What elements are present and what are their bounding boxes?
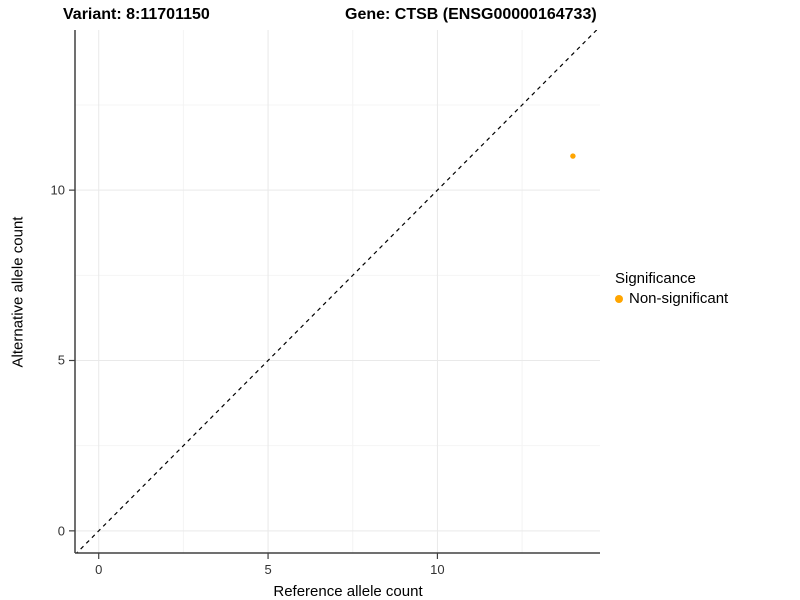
data-point — [570, 153, 576, 159]
x-tick-label: 5 — [264, 562, 272, 577]
legend-entry-label: Non-significant — [629, 290, 729, 307]
x-tick-label: 10 — [430, 562, 445, 577]
identity-line — [75, 30, 598, 553]
y-tick-label: 10 — [50, 182, 65, 198]
y-tick-label: 0 — [57, 523, 65, 539]
legend-title: Significance — [615, 270, 696, 287]
legend: Significance Non-significant — [615, 270, 728, 307]
legend-point-icon — [615, 294, 623, 303]
x-tick-label: 0 — [95, 562, 103, 577]
legend-entry: Non-significant — [615, 290, 728, 307]
plot-panel — [69, 30, 600, 559]
y-axis-title: Alternative allele count — [9, 216, 27, 368]
gene-title: Gene: CTSB (ENSG00000164733) — [345, 6, 597, 23]
y-tick-label: 5 — [57, 352, 65, 368]
x-axis-title: Reference allele count — [273, 583, 423, 600]
variant-title: Variant: 8:11701150 — [63, 6, 210, 23]
